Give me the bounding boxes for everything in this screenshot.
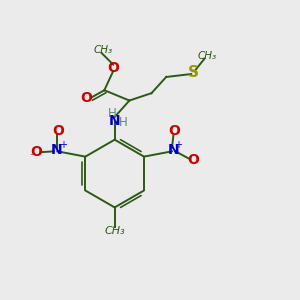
Text: ⁻: ⁻: [190, 160, 196, 172]
Text: O: O: [30, 145, 42, 159]
Text: ⁻: ⁻: [29, 151, 35, 164]
Text: O: O: [187, 153, 199, 167]
Text: N: N: [50, 143, 62, 157]
Text: H: H: [108, 107, 117, 120]
Text: CH₃: CH₃: [197, 51, 216, 62]
Text: N: N: [109, 114, 121, 128]
Text: +: +: [174, 140, 182, 150]
Text: O: O: [107, 61, 119, 75]
Text: O: O: [52, 124, 64, 138]
Text: N: N: [167, 143, 179, 157]
Text: methyl: methyl: [101, 48, 106, 49]
Text: S: S: [188, 65, 199, 80]
Text: O: O: [168, 124, 180, 138]
Text: +: +: [59, 140, 67, 150]
Text: O: O: [80, 91, 92, 105]
Text: CH₃: CH₃: [93, 46, 112, 56]
Text: CH₃: CH₃: [104, 226, 125, 236]
Text: H: H: [118, 116, 127, 129]
